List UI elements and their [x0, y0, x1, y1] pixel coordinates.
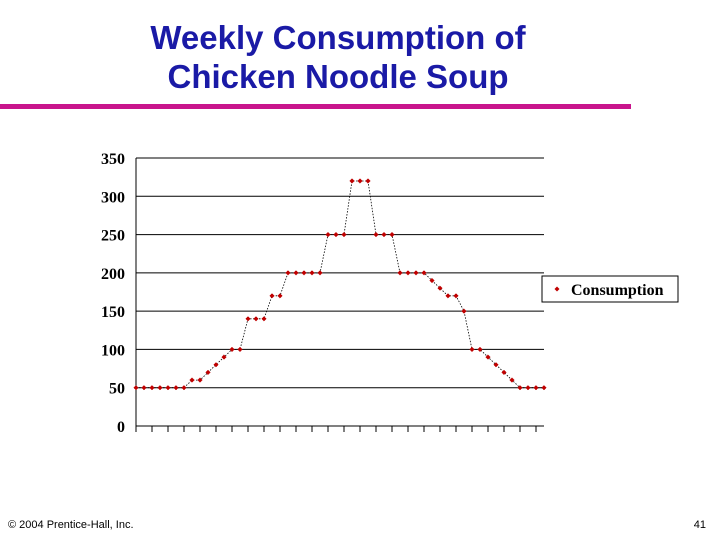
- data-point: [245, 316, 251, 322]
- data-point: [141, 385, 147, 391]
- data-point: [253, 316, 259, 322]
- data-point: [229, 346, 235, 353]
- slide-title: Weekly Consumption of Chicken Noodle Sou…: [118, 18, 558, 96]
- data-point: [365, 178, 371, 184]
- data-point: [341, 231, 347, 238]
- data-point: [525, 385, 531, 391]
- data-point: [277, 293, 283, 299]
- data-point: [429, 277, 435, 284]
- data-point: [237, 346, 243, 353]
- data-point: [213, 362, 219, 368]
- data-point: [477, 346, 483, 353]
- data-point: [501, 369, 507, 376]
- y-tick-label: 350: [101, 151, 125, 168]
- data-point: [461, 308, 467, 314]
- legend-box: [541, 275, 679, 303]
- series-line-consumption: [136, 180, 544, 389]
- data-point: [445, 293, 451, 299]
- data-point: [333, 231, 339, 238]
- y-tick-label: 150: [101, 304, 125, 321]
- copyright-notice: © 2004 Prentice-Hall, Inc.: [8, 519, 134, 531]
- data-point: [325, 231, 331, 238]
- title-line-1: Weekly Consumption of: [150, 19, 526, 56]
- data-point: [469, 346, 475, 353]
- data-point: [157, 385, 163, 391]
- data-point: [405, 270, 411, 276]
- data-point: [173, 385, 179, 391]
- y-tick-label: 0: [117, 419, 125, 436]
- data-point: [389, 231, 395, 238]
- data-point: [285, 270, 291, 276]
- data-point: [517, 385, 523, 391]
- data-point: [421, 270, 427, 276]
- legend-marker: [554, 286, 560, 292]
- data-point: [349, 178, 355, 184]
- data-point: [221, 354, 227, 360]
- data-point: [269, 293, 275, 299]
- data-point: [509, 377, 515, 383]
- y-tick-label: 100: [101, 342, 125, 359]
- title-line-2: Chicken Noodle Soup: [167, 58, 509, 95]
- data-point: [541, 385, 547, 391]
- data-point: [317, 270, 323, 276]
- y-tick-label: 300: [101, 189, 125, 206]
- data-point: [261, 316, 267, 322]
- y-tick-label: 50: [109, 381, 125, 398]
- y-tick-label: 250: [101, 228, 125, 245]
- data-point: [493, 362, 499, 368]
- legend-label: Consumption: [571, 282, 664, 299]
- data-point: [413, 270, 419, 276]
- data-point: [181, 385, 187, 391]
- data-point: [189, 377, 195, 383]
- title-underline: [0, 104, 631, 109]
- data-point: [485, 354, 491, 360]
- data-point: [165, 385, 171, 391]
- data-point: [437, 285, 443, 291]
- data-point: [381, 231, 387, 238]
- data-point: [397, 270, 403, 276]
- y-tick-label: 200: [101, 266, 125, 283]
- data-point: [197, 377, 203, 383]
- data-point: [533, 385, 539, 391]
- data-point: [309, 270, 315, 276]
- data-point: [301, 270, 307, 276]
- data-point: [149, 385, 155, 391]
- data-point: [373, 231, 379, 238]
- data-point: [357, 178, 363, 184]
- data-point: [453, 293, 459, 299]
- page-number: 41: [693, 519, 706, 531]
- data-point: [293, 270, 299, 276]
- data-point: [133, 385, 139, 391]
- data-point: [205, 369, 211, 376]
